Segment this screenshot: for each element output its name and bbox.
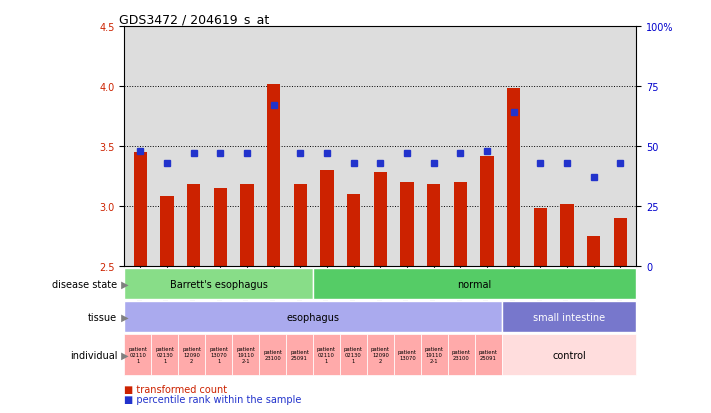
Text: GDS3472 / 204619_s_at: GDS3472 / 204619_s_at [119,13,269,26]
Bar [151,335,178,375]
Bar [134,152,147,266]
Text: patient
19110
2-1: patient 19110 2-1 [236,347,255,363]
Text: patient
25091: patient 25091 [290,349,309,360]
Text: tissue: tissue [88,312,117,322]
Text: ■ percentile rank within the sample: ■ percentile rank within the sample [124,394,301,404]
Bar [587,236,600,266]
Text: patient
12090
2: patient 12090 2 [371,347,390,363]
Text: patient
23100: patient 23100 [451,349,471,360]
Bar [294,185,307,266]
Bar [267,84,280,266]
Bar [347,195,360,266]
Bar [367,335,394,375]
Text: ▶: ▶ [118,312,129,322]
Bar [259,335,286,375]
Text: ▶: ▶ [118,350,129,360]
Bar [614,218,627,266]
Bar [560,204,574,266]
Bar [427,185,440,266]
Bar [313,335,340,375]
Text: small intestine: small intestine [533,312,605,322]
Text: patient
02130
1: patient 02130 1 [155,347,174,363]
Bar [448,335,475,375]
Bar [124,335,151,375]
Bar [313,268,636,299]
Text: normal: normal [458,279,492,289]
Bar [475,335,502,375]
Text: patient
23100: patient 23100 [263,349,282,360]
Bar [507,89,520,266]
Bar [232,335,259,375]
Bar [187,185,201,266]
Bar [178,335,205,375]
Text: esophagus: esophagus [287,312,340,322]
Bar [321,171,333,266]
Bar [400,183,414,266]
Bar [502,301,636,332]
Text: patient
02130
1: patient 02130 1 [344,347,363,363]
Bar [286,335,313,375]
Bar [205,335,232,375]
Bar [454,183,467,266]
Bar [340,335,367,375]
Bar [534,209,547,266]
Text: patient
13070
1: patient 13070 1 [209,347,228,363]
Bar [374,173,387,266]
Text: control: control [552,350,586,360]
Bar [394,335,421,375]
Bar [161,197,173,266]
Text: patient
02110
1: patient 02110 1 [129,347,147,363]
Bar [481,156,493,266]
Bar [214,188,227,266]
Text: individual: individual [70,350,117,360]
Text: patient
25091: patient 25091 [479,349,498,360]
Bar [124,268,313,299]
Text: patient
12090
2: patient 12090 2 [182,347,201,363]
Text: ▶: ▶ [118,279,129,289]
Text: patient
19110
2-1: patient 19110 2-1 [424,347,444,363]
Bar [421,335,448,375]
Bar [502,335,636,375]
Bar [240,185,254,266]
Text: patient
13070: patient 13070 [398,349,417,360]
Bar [124,301,502,332]
Text: patient
02110
1: patient 02110 1 [317,347,336,363]
Text: Barrett's esophagus: Barrett's esophagus [170,279,267,289]
Text: ■ transformed count: ■ transformed count [124,385,228,394]
Text: disease state: disease state [52,279,117,289]
